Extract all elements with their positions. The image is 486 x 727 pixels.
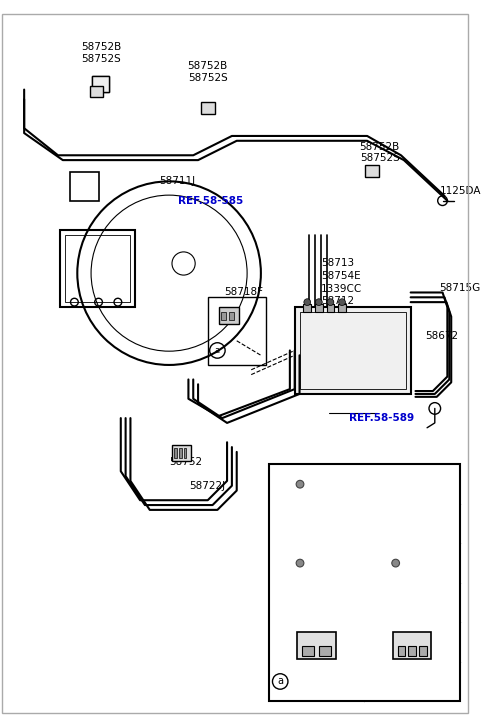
Text: 58753: 58753 — [396, 676, 429, 686]
Text: 1125DL: 1125DL — [296, 518, 337, 529]
Circle shape — [296, 559, 304, 567]
Text: REF.58-589: REF.58-589 — [349, 413, 414, 423]
Text: 58712: 58712 — [321, 296, 354, 306]
Text: 58752B
58752S: 58752B 58752S — [188, 61, 228, 83]
Bar — [365, 165, 379, 177]
Text: a: a — [277, 676, 283, 686]
Text: 31328: 31328 — [314, 676, 347, 686]
Text: 1339CC: 1339CC — [321, 284, 362, 294]
Bar — [327, 304, 334, 312]
Bar — [269, 465, 460, 702]
Text: a: a — [215, 346, 220, 355]
Bar — [299, 312, 406, 389]
Bar — [69, 172, 99, 201]
Bar — [92, 76, 109, 92]
Bar — [408, 646, 416, 656]
Circle shape — [304, 299, 311, 305]
Text: 58722J: 58722J — [190, 481, 226, 491]
Circle shape — [392, 559, 399, 567]
Text: 58752B
58752S: 58752B 58752S — [81, 42, 122, 64]
Circle shape — [339, 299, 346, 305]
Bar — [174, 448, 177, 458]
Bar — [219, 307, 239, 324]
Bar — [172, 445, 191, 461]
Bar — [221, 312, 226, 320]
Bar — [201, 102, 214, 113]
Bar — [295, 307, 411, 394]
Bar — [419, 646, 427, 656]
Bar — [303, 304, 311, 312]
Bar — [297, 632, 336, 659]
Text: 58754E: 58754E — [321, 271, 361, 281]
Bar — [338, 304, 346, 312]
Text: 58672: 58672 — [425, 331, 458, 341]
Bar — [393, 632, 432, 659]
Text: 1123GT: 1123GT — [296, 598, 337, 608]
Text: REF.58-585: REF.58-585 — [178, 196, 243, 206]
Bar — [229, 312, 234, 320]
Bar — [302, 646, 313, 656]
Text: 58713: 58713 — [321, 259, 354, 268]
Text: 58752B
58752S: 58752B 58752S — [360, 142, 400, 163]
Bar — [319, 646, 331, 656]
Text: 1125DN: 1125DN — [391, 598, 433, 608]
Bar — [90, 86, 104, 97]
Text: 58711J: 58711J — [159, 177, 195, 186]
Circle shape — [315, 299, 322, 305]
Bar — [315, 304, 323, 312]
Bar — [65, 235, 130, 302]
Text: 1125DA: 1125DA — [440, 186, 481, 196]
Bar — [60, 230, 135, 307]
Circle shape — [327, 299, 334, 305]
Text: 58715G: 58715G — [440, 283, 481, 293]
Bar — [398, 646, 405, 656]
Text: 58718F: 58718F — [224, 287, 263, 297]
Bar — [184, 448, 187, 458]
Bar — [208, 297, 266, 365]
Circle shape — [296, 481, 304, 488]
Bar — [179, 448, 182, 458]
Text: 58752: 58752 — [169, 457, 202, 467]
